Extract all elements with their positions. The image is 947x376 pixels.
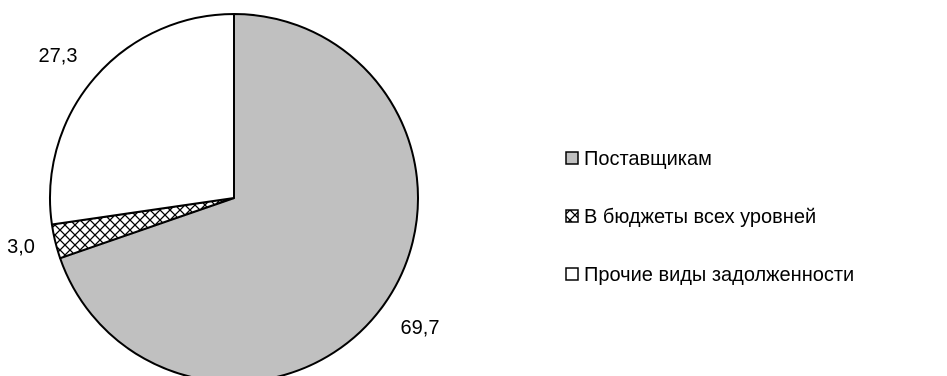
legend-swatch-3 <box>565 267 579 281</box>
data-labels: 69,7 3,0 27,3 <box>7 45 439 339</box>
pie-slice-1 <box>59 13 419 376</box>
legend: Поставщикам В бюджеты всех уровней Прочие … <box>565 148 854 286</box>
legend-swatch-2 <box>565 209 579 223</box>
legend-label-1: Поставщикам <box>584 148 712 170</box>
pie-slice-3 <box>49 13 235 226</box>
legend-label-3: Прочие виды задолженности <box>584 264 854 286</box>
data-label-3: 27,3 <box>39 45 78 67</box>
data-label-2: 3,0 <box>7 236 35 258</box>
pie-slices <box>49 13 419 376</box>
legend-swatch-1 <box>565 151 579 165</box>
data-label-1: 69,7 <box>401 317 440 339</box>
legend-label-2: В бюджеты всех уровней <box>584 206 816 228</box>
